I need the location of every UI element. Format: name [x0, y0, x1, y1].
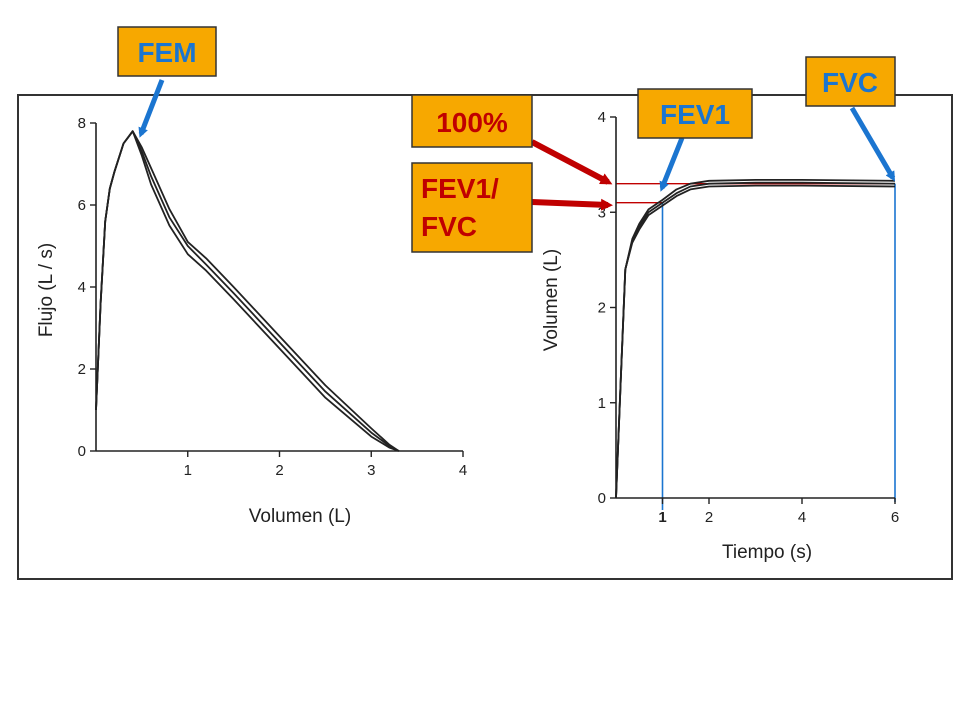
pct100-arrow	[530, 139, 613, 185]
callout-fem-box	[117, 26, 217, 77]
flow-volume-tick-labels: 1 2 3 4 0 2 4 6 8	[78, 115, 468, 479]
fem-arrow	[138, 79, 165, 138]
volume-time-y-axis-label: Volumen (L)	[541, 249, 562, 351]
callout-fvc-label: FVC	[822, 67, 878, 98]
flow-volume-x-tick-label: 3	[367, 462, 375, 479]
callout-fvc-box	[805, 56, 896, 107]
callout-fev1-label: FEV1	[660, 99, 730, 130]
callout-fev1-fvc-line1: FEV1/	[421, 173, 499, 204]
flow-volume-series-3	[95, 130, 400, 452]
volume-time-chart: 1 2 4 6 0 1 2 3 4 Tiempo (s) Volumen (L)	[541, 109, 899, 563]
flow-volume-x-tick-label: 1	[184, 462, 192, 479]
flow-volume-y-tick-label: 0	[78, 443, 86, 460]
flow-volume-curves	[95, 130, 400, 452]
volume-time-x-tick-label: 4	[798, 509, 806, 526]
callout-fev1-fvc: FEV1/ FVC	[411, 162, 533, 253]
callout-fem-label: FEM	[137, 37, 196, 68]
callout-100-percent: 100%	[411, 94, 533, 148]
flow-volume-y-axis-label: Flujo (L / s)	[36, 243, 57, 337]
callout-arrows	[138, 79, 896, 211]
volume-time-tick-labels: 1 2 4 6 0 1 2 3 4	[598, 109, 900, 526]
volume-time-x-axis-label: Tiempo (s)	[722, 542, 812, 563]
callout-100-percent-label: 100%	[436, 107, 508, 138]
callout-fev1: FEV1	[637, 88, 753, 139]
volume-time-curves	[615, 179, 896, 499]
volume-time-y-tick-label: 0	[598, 490, 606, 507]
volume-time-y-tick-label: 3	[598, 204, 606, 221]
volume-time-y-tick-label: 2	[598, 300, 606, 317]
callout-100-percent-box	[411, 94, 533, 148]
volume-time-axes	[610, 116, 896, 504]
fev1-arrow	[659, 137, 685, 192]
flow-volume-x-tick-label: 4	[459, 462, 467, 479]
fvc-arrow	[849, 106, 896, 182]
flow-volume-x-tick-label: 2	[275, 462, 283, 479]
fev1-fvc-arrow	[531, 198, 613, 211]
flow-volume-y-tick-label: 4	[78, 279, 86, 296]
flow-volume-y-tick-label: 8	[78, 115, 86, 132]
volume-time-x-tick-label: 6	[891, 509, 899, 526]
volume-time-x-tick-label: 1	[658, 509, 666, 526]
flow-volume-chart: 1 2 3 4 0 2 4 6 8 Volumen (L) Flujo (L / s)	[36, 115, 467, 527]
callout-fev1-fvc-line2: FVC	[421, 211, 477, 242]
volume-time-x-tick-label: 2	[705, 509, 713, 526]
callout-fev1-box	[637, 88, 753, 139]
callout-fvc: FVC	[805, 56, 896, 107]
volume-time-y-tick-label: 4	[598, 109, 606, 126]
callout-fem: FEM	[117, 26, 217, 77]
flow-volume-y-tick-label: 6	[78, 197, 86, 214]
volume-time-y-tick-label: 1	[598, 395, 606, 412]
flow-volume-y-tick-label: 2	[78, 361, 86, 378]
volume-time-series-3	[615, 184, 896, 499]
flow-volume-x-axis-label: Volumen (L)	[249, 506, 351, 527]
callout-fev1-fvc-box	[411, 162, 533, 253]
